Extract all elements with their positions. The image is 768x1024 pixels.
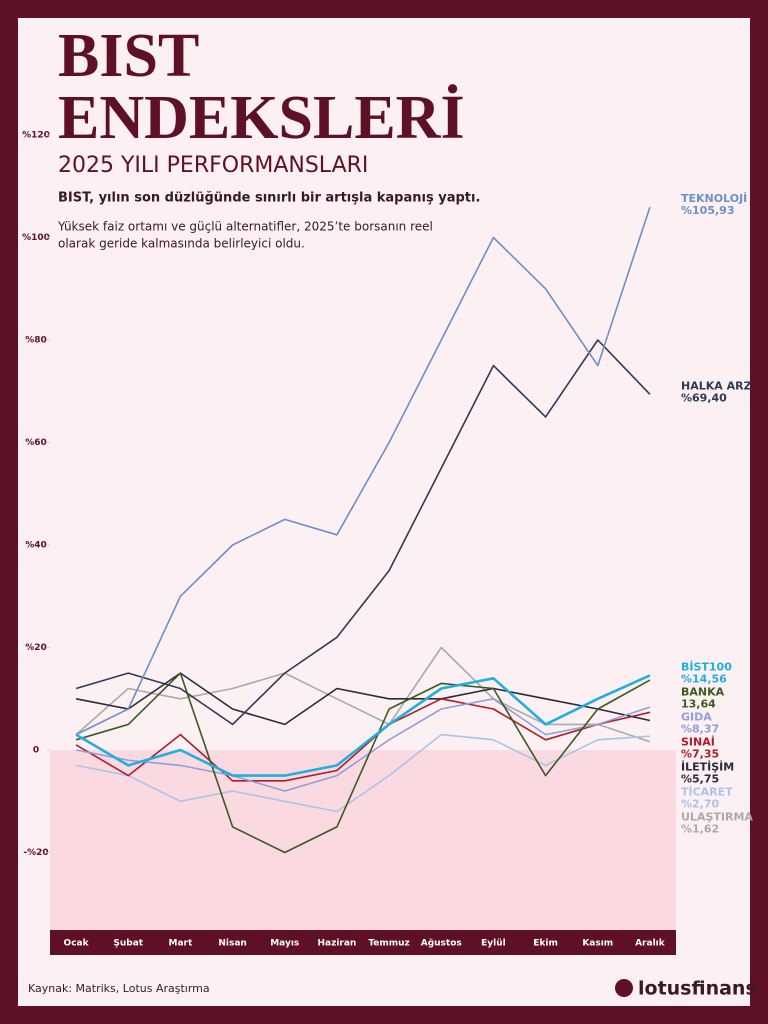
title: BIST — [58, 22, 199, 90]
series-name: GIDA — [681, 710, 712, 723]
series-name: HALKA ARZ — [681, 379, 752, 392]
y-tick-label: 0 — [33, 746, 39, 756]
y-tick-label: %120 — [22, 131, 50, 141]
x-tick-label: Mayıs — [270, 939, 299, 949]
y-tick-label: %40 — [25, 541, 47, 551]
x-tick-label: Mart — [169, 939, 193, 949]
value-label: %8,37 — [681, 722, 719, 735]
y-tick-label: %80 — [25, 336, 47, 346]
value-label: %5,75 — [681, 772, 719, 785]
series-name: İLETİŞİM — [681, 759, 734, 773]
series-name: BANKA — [681, 685, 725, 698]
value-label: %105,93 — [681, 204, 734, 217]
headline: BIST, yılın son düzlüğünde sınırlı bir a… — [58, 191, 480, 206]
x-tick-label: Eylül — [481, 939, 506, 949]
series-name: TEKNOLOJİ — [681, 191, 747, 205]
y-tick-label: %100 — [22, 233, 50, 243]
x-tick-label: Aralık — [635, 939, 666, 949]
value-label: %69,40 — [681, 391, 727, 404]
x-tick-label: Ağustos — [421, 939, 462, 949]
series-line — [75, 733, 650, 813]
month-bar — [50, 930, 676, 955]
series-name: ULAŞTIRMA — [681, 810, 753, 823]
value-label: %7,35 — [681, 747, 719, 760]
source: Kaynak: Matriks, Lotus Araştırma — [28, 982, 210, 995]
value-label: %14,56 — [681, 672, 727, 685]
x-tick-label: Haziran — [317, 939, 356, 949]
value-label: %1,62 — [681, 822, 719, 835]
y-tick-label: %60 — [25, 438, 47, 448]
value-label: 13,64 — [681, 697, 716, 710]
title: ENDEKSLERİ — [58, 84, 465, 152]
subtitle: 2025 YILI PERFORMANSLARI — [58, 153, 368, 178]
x-tick-label: Ocak — [64, 939, 90, 949]
plot: %120 %100 %80 %60 %40 %20 0 -%20 Ocak Şubat Mart Ni… — [22, 131, 753, 949]
series-line — [75, 672, 651, 854]
x-tick-label: Ekim — [533, 939, 558, 949]
negative-zone — [50, 750, 676, 930]
y-tick-label: -%20 — [23, 848, 48, 858]
x-tick-label: Temmuz — [368, 939, 409, 949]
x-tick-label: Nisan — [218, 939, 246, 949]
y-tick-label: %20 — [25, 643, 47, 653]
series-line — [75, 646, 651, 743]
series-line — [75, 672, 651, 726]
brand: lotusfinans — [638, 978, 757, 1000]
x-tick-label: Kasım — [582, 939, 613, 949]
series-name: SINAİ — [681, 734, 715, 748]
series-line — [75, 206, 651, 736]
x-tick-label: Şubat — [113, 939, 143, 949]
series-name: BİST100 — [681, 659, 732, 673]
description: olarak geride kalmasında belirleyici old… — [58, 237, 305, 251]
series-line — [75, 339, 651, 726]
value-label: %2,70 — [681, 797, 720, 810]
series-line — [75, 698, 651, 782]
series-name: TİCARET — [681, 784, 733, 798]
series-line — [75, 674, 651, 777]
logo-icon — [615, 979, 633, 997]
series-line — [75, 698, 651, 792]
description: Yüksek faiz ortamı ve güçlü alternatifle… — [57, 220, 433, 234]
